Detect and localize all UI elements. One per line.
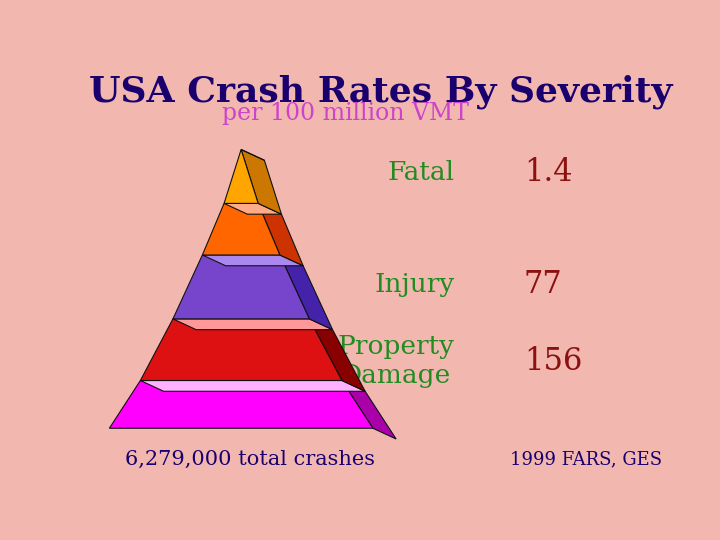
Polygon shape (140, 319, 342, 381)
Polygon shape (173, 255, 310, 319)
Polygon shape (173, 319, 333, 330)
Text: 156: 156 (524, 346, 582, 377)
Text: Fatal: Fatal (387, 160, 454, 185)
Text: 77: 77 (524, 269, 563, 300)
Polygon shape (241, 150, 282, 214)
Polygon shape (109, 381, 373, 428)
Polygon shape (224, 204, 282, 214)
Polygon shape (342, 381, 396, 439)
Text: Injury: Injury (374, 272, 454, 297)
Polygon shape (140, 381, 365, 392)
Polygon shape (310, 319, 365, 392)
Text: per 100 million VMT: per 100 million VMT (222, 102, 469, 125)
Text: Property
Damage: Property Damage (337, 334, 454, 388)
Text: USA Crash Rates By Severity: USA Crash Rates By Severity (89, 75, 672, 109)
Polygon shape (258, 204, 303, 266)
Polygon shape (202, 255, 303, 266)
Polygon shape (224, 150, 258, 204)
Polygon shape (241, 150, 264, 160)
Text: 6,279,000 total crashes: 6,279,000 total crashes (125, 449, 375, 469)
Text: 1.4: 1.4 (524, 157, 572, 188)
Polygon shape (280, 255, 333, 330)
Text: 1999 FARS, GES: 1999 FARS, GES (510, 450, 662, 468)
Polygon shape (202, 204, 280, 255)
